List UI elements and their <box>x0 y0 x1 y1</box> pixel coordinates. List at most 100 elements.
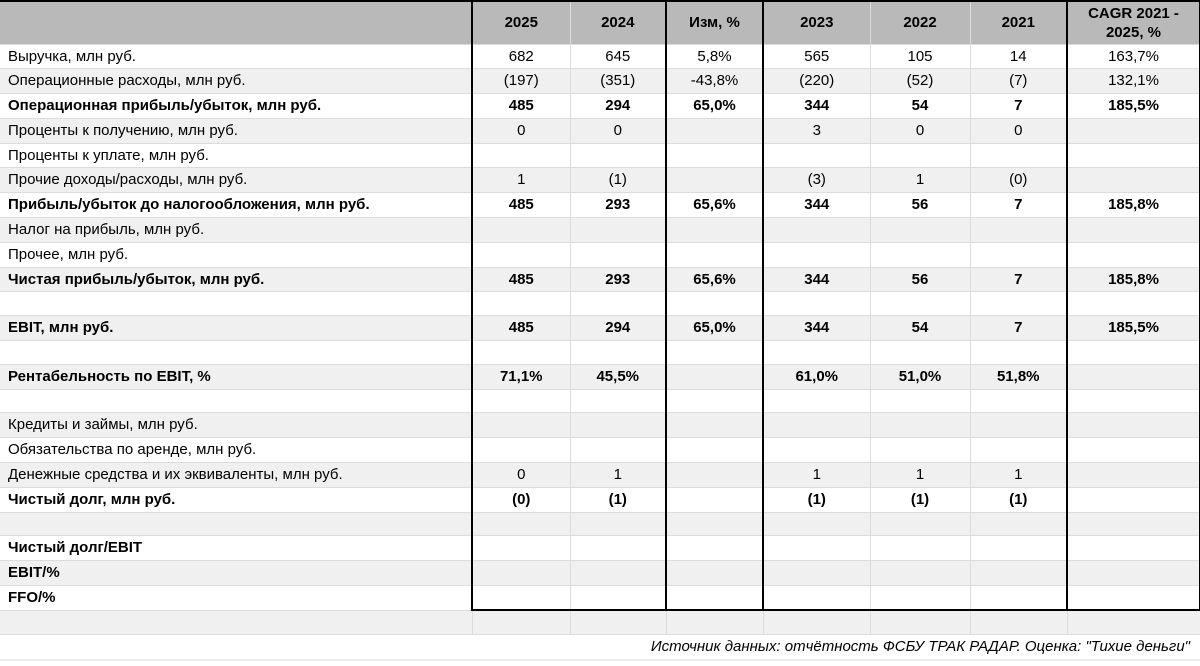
table-row: Проценты к получению, млн руб. 0 0 3 0 0 <box>0 117 1200 144</box>
value-cell: 344 <box>762 93 871 119</box>
value-cell <box>869 560 971 587</box>
value-cell <box>569 217 667 243</box>
value-cell <box>1066 217 1200 243</box>
value-cell <box>1066 462 1200 488</box>
row-label-cell: Налог на прибыль, млн руб. <box>0 217 473 243</box>
table-row: Прочие доходы/расходы, млн руб. 1 (1) (3) 1(… <box>0 167 1200 194</box>
financial-table: 2025 2024 Изм, % 2023 2022 2021 CAGR 2021 - 20… <box>0 0 1200 635</box>
value-cell <box>1066 363 1200 390</box>
value-cell <box>665 585 764 612</box>
value-cell: (220) <box>762 68 871 95</box>
value-cell <box>969 217 1068 243</box>
value-cell <box>665 291 764 317</box>
table-row <box>0 511 1200 537</box>
row-label-cell: EBIT, млн руб. <box>0 315 473 342</box>
value-cell <box>665 486 764 513</box>
row-label-cell: Проценты к получению, млн руб. <box>0 117 473 144</box>
value-cell <box>665 340 764 365</box>
value-cell: (1) <box>762 486 871 513</box>
row-label-cell: Чистый долг/EBIT <box>0 535 473 562</box>
row-label-cell: Прочие доходы/расходы, млн руб. <box>0 167 473 194</box>
row-label-cell: FFO/% <box>0 585 473 611</box>
empty-cell <box>0 609 473 635</box>
value-cell <box>969 437 1068 464</box>
value-cell: 185,5% <box>1066 315 1200 342</box>
column-header: 2024 <box>569 0 667 45</box>
value-cell: 0 <box>569 117 667 144</box>
column-header: CAGR 2021 - 2025, % <box>1066 0 1200 45</box>
value-cell <box>569 585 667 612</box>
value-cell <box>471 437 571 464</box>
value-cell: 645 <box>569 43 667 70</box>
column-header: 2022 <box>869 0 971 45</box>
value-cell: 1 <box>869 462 971 488</box>
value-cell: 61,0% <box>762 363 871 390</box>
value-cell: 65,0% <box>665 93 764 119</box>
value-cell <box>665 167 764 194</box>
value-cell: 65,6% <box>665 266 764 293</box>
value-cell <box>665 462 764 488</box>
value-cell: 1 <box>869 167 971 194</box>
value-cell <box>471 340 571 365</box>
empty-cell <box>569 609 667 635</box>
empty-cell <box>665 609 764 635</box>
value-cell <box>1066 585 1200 612</box>
value-cell: (1) <box>569 486 667 513</box>
row-label-cell: Проценты к уплате, млн руб. <box>0 142 473 169</box>
value-cell: 294 <box>569 93 667 119</box>
value-cell: 65,6% <box>665 192 764 219</box>
value-cell <box>665 388 764 414</box>
table-row: Прибыль/убыток до налогообложения, млн р… <box>0 192 1200 219</box>
value-cell <box>969 340 1068 365</box>
value-cell: 1 <box>471 167 571 194</box>
value-cell: 485 <box>471 266 571 293</box>
empty-cell <box>471 609 571 635</box>
table-row: Налог на прибыль, млн руб. <box>0 217 1200 243</box>
value-cell: (0) <box>471 486 571 513</box>
value-cell: 0 <box>869 117 971 144</box>
value-cell <box>762 142 871 169</box>
value-cell: 565 <box>762 43 871 70</box>
value-cell <box>969 511 1068 537</box>
value-cell: 485 <box>471 315 571 342</box>
value-cell <box>869 535 971 562</box>
value-cell: 0 <box>471 462 571 488</box>
row-label-cell <box>0 340 473 365</box>
value-cell: (52) <box>869 68 971 95</box>
value-cell <box>762 291 871 317</box>
value-cell: 51,8% <box>969 363 1068 390</box>
value-cell <box>1066 291 1200 317</box>
value-cell: 3 <box>762 117 871 144</box>
value-cell: 185,8% <box>1066 192 1200 219</box>
value-cell <box>762 585 871 612</box>
table-row: Рентабельность по EBIT, % 71,1% 45,5% 61,0%… <box>0 363 1200 390</box>
value-cell: 14 <box>969 43 1068 70</box>
row-label-cell: Кредиты и займы, млн руб. <box>0 412 473 439</box>
value-cell <box>569 412 667 439</box>
value-cell <box>869 142 971 169</box>
value-cell <box>762 535 871 562</box>
value-cell <box>665 241 764 268</box>
value-cell: (0) <box>969 167 1068 194</box>
value-cell: 185,5% <box>1066 93 1200 119</box>
header-row: 2025 2024 Изм, % 2023 2022 2021 CAGR 2021 - 20… <box>0 0 1200 45</box>
row-label-cell: Операционные расходы, млн руб. <box>0 68 473 95</box>
value-cell <box>569 388 667 414</box>
value-cell <box>471 412 571 439</box>
value-cell <box>869 412 971 439</box>
value-cell: 65,0% <box>665 315 764 342</box>
column-header: 2023 <box>762 0 871 45</box>
value-cell <box>569 535 667 562</box>
table-row: EBIT, млн руб. 485 294 65,0% 344 54 7 185,5% <box>0 315 1200 342</box>
value-cell <box>869 291 971 317</box>
table-row: Чистая прибыль/убыток, млн руб. 485 293 65,… <box>0 266 1200 293</box>
value-cell <box>471 388 571 414</box>
value-cell <box>569 291 667 317</box>
value-cell: 682 <box>471 43 571 70</box>
value-cell: (197) <box>471 68 571 95</box>
value-cell: 485 <box>471 93 571 119</box>
table-row: Денежные средства и их эквиваленты, млн … <box>0 462 1200 488</box>
table-row: Обязательства по аренде, млн руб. <box>0 437 1200 464</box>
value-cell: (1) <box>969 486 1068 513</box>
value-cell <box>665 511 764 537</box>
